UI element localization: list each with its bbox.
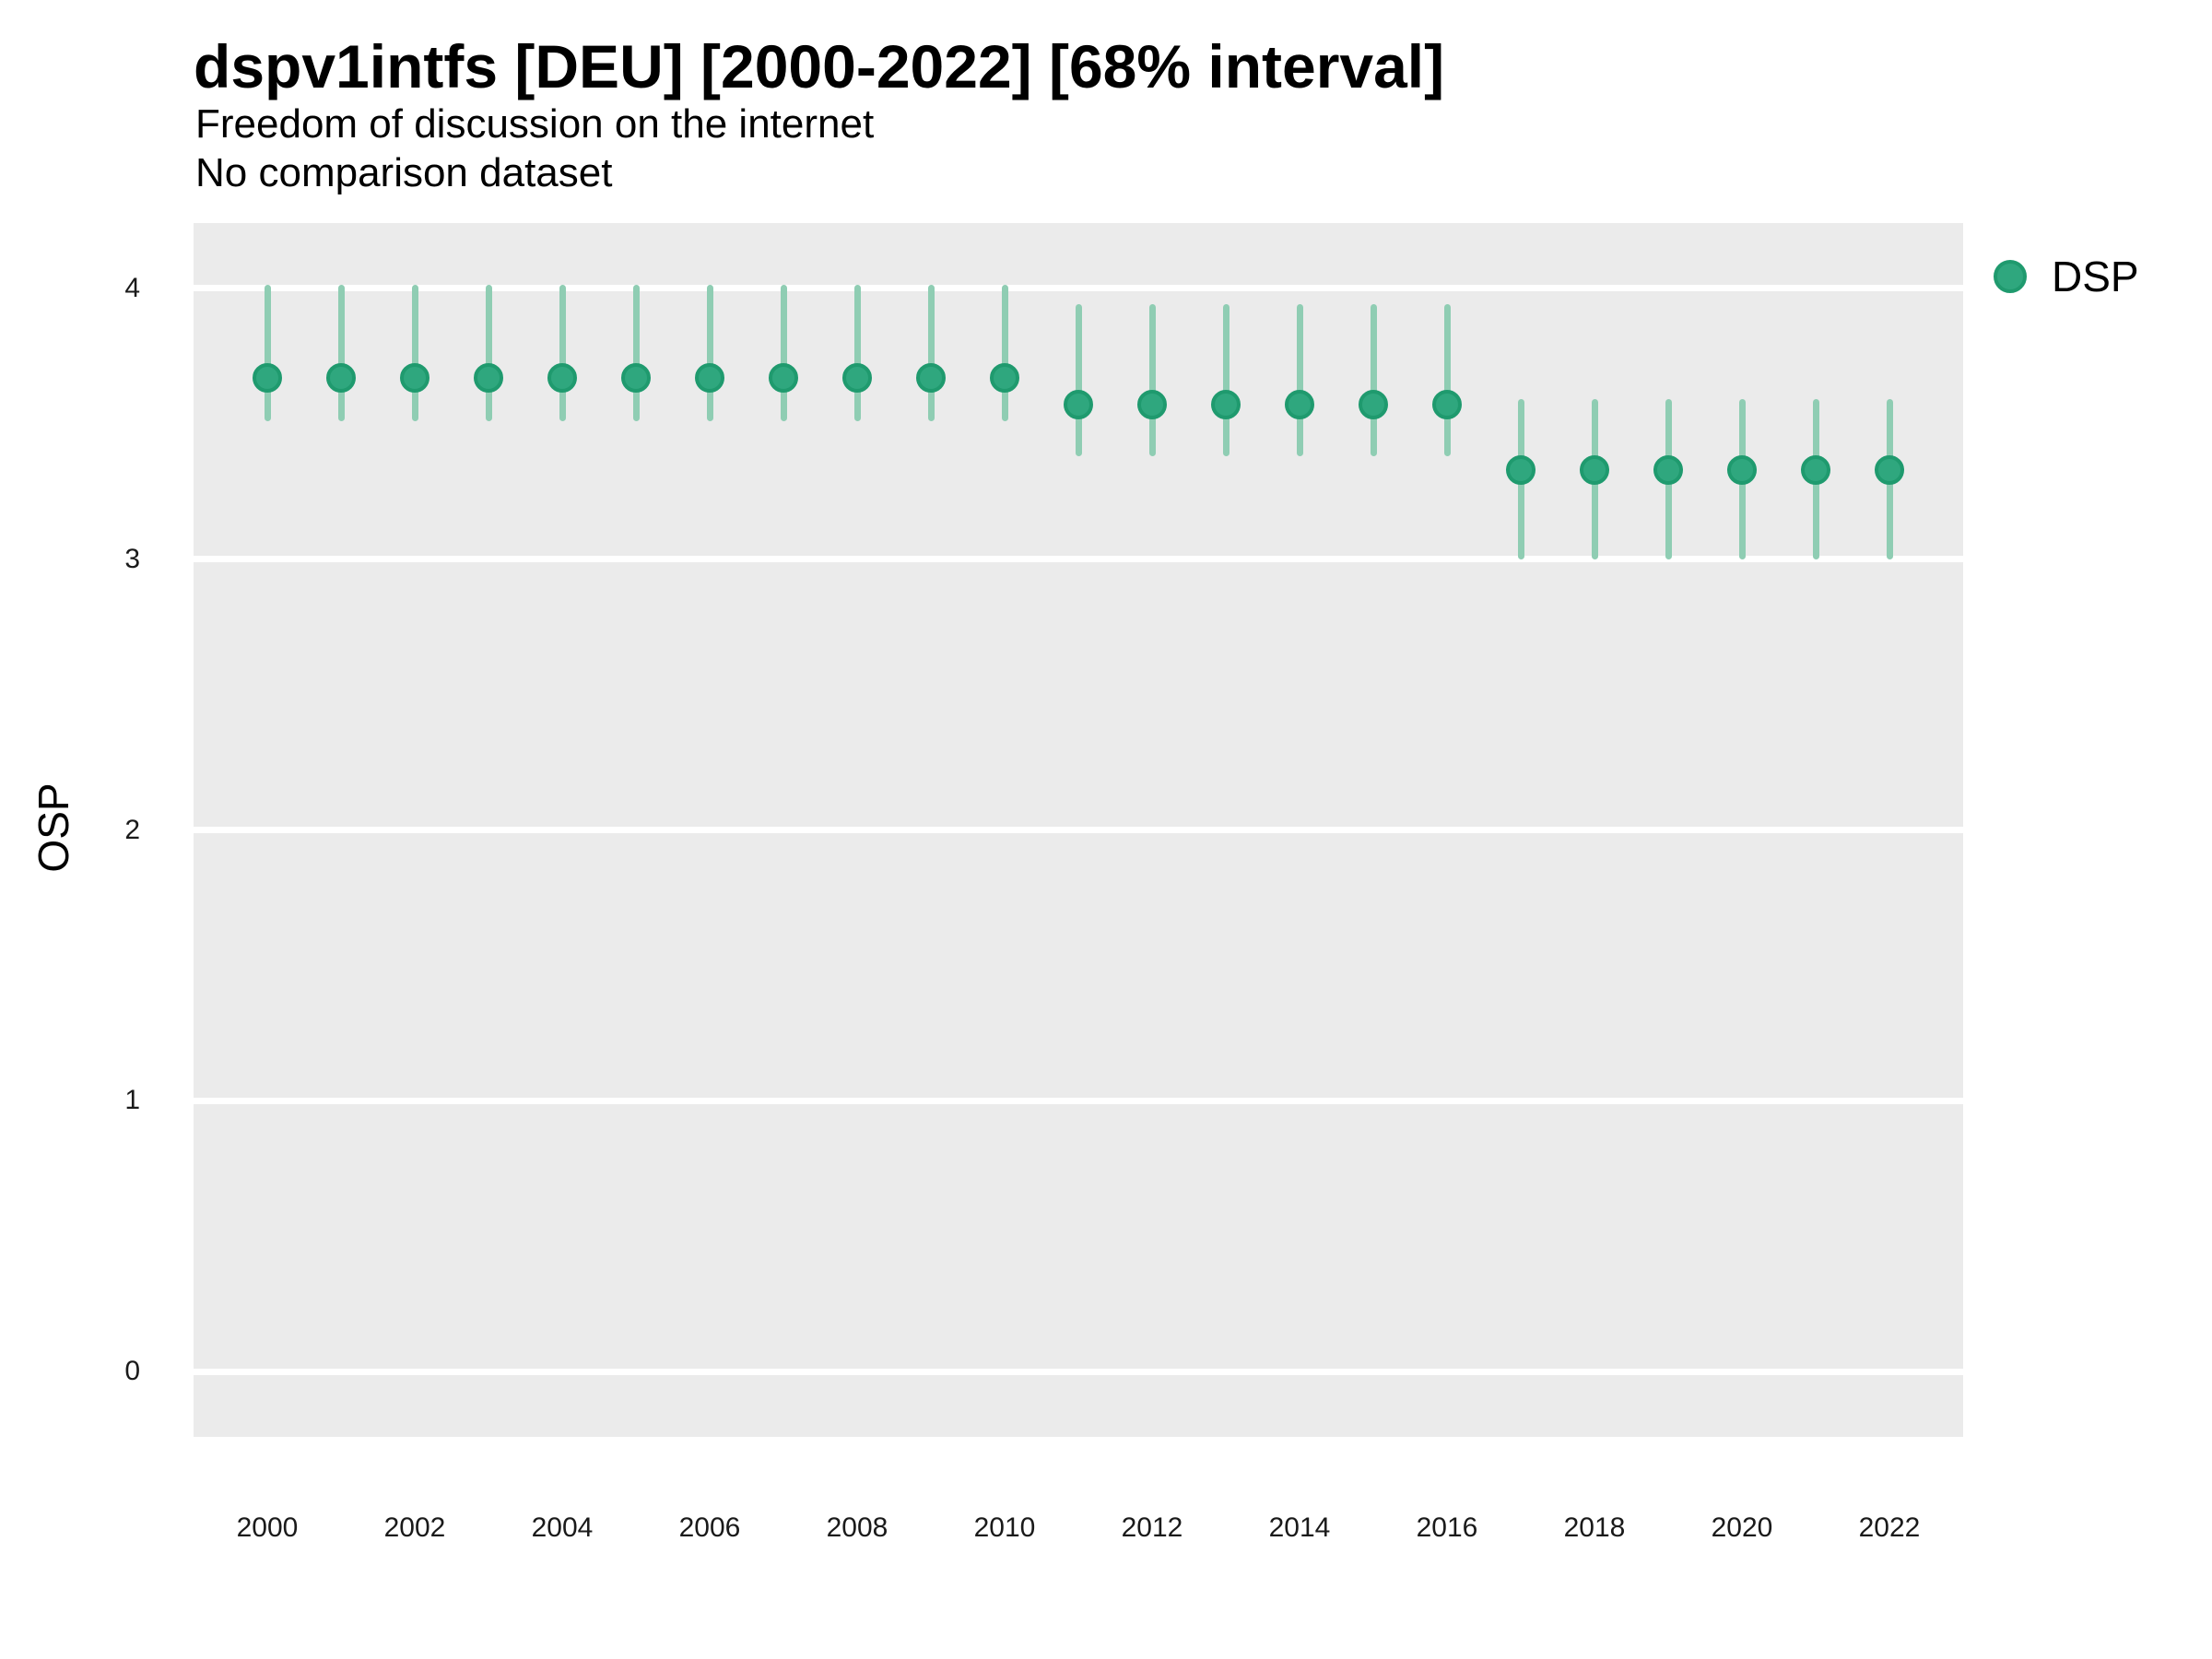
interval-bar: [927, 285, 935, 422]
chart-subtitle: Freedom of discussion on the internet: [195, 101, 875, 147]
chart-comparison-note: No comparison dataset: [195, 150, 613, 195]
data-point: [1137, 389, 1167, 419]
interval-bar: [706, 285, 713, 422]
y-tick-label: 1: [124, 1085, 140, 1116]
y-tick-label: 3: [124, 543, 140, 574]
data-point: [1285, 389, 1314, 419]
data-point: [1064, 389, 1093, 419]
data-point: [1875, 454, 1904, 485]
x-tick-label: 2010: [973, 1512, 1036, 1543]
x-tick-label: 2006: [678, 1512, 741, 1543]
data-point: [326, 362, 356, 393]
interval-bar: [632, 285, 640, 422]
interval-bar: [1001, 285, 1008, 422]
data-point: [547, 362, 577, 393]
y-tick-label: 0: [124, 1356, 140, 1387]
interval-bar: [411, 285, 418, 422]
x-tick-label: 2000: [236, 1512, 299, 1543]
gridline-y-2: [194, 827, 1963, 833]
interval-bar: [337, 285, 345, 422]
interval-bar: [1148, 303, 1156, 457]
gridline-y-4: [194, 285, 1963, 292]
interval-bar: [780, 285, 787, 422]
y-tick-label: 2: [124, 814, 140, 845]
gridline-y-3: [194, 556, 1963, 563]
data-point: [695, 362, 724, 393]
gridline-y-0: [194, 1368, 1963, 1375]
data-point: [769, 362, 798, 393]
x-tick-label: 2022: [1858, 1512, 1921, 1543]
data-point: [621, 362, 651, 393]
x-tick-label: 2004: [531, 1512, 594, 1543]
data-point: [1359, 389, 1388, 419]
interval-bar: [1075, 303, 1082, 457]
data-point: [1801, 454, 1830, 485]
data-point: [400, 362, 429, 393]
x-tick-label: 2002: [383, 1512, 446, 1543]
data-point: [253, 362, 282, 393]
interval-bar: [264, 285, 271, 422]
x-tick-label: 2012: [1121, 1512, 1183, 1543]
x-tick-label: 2016: [1416, 1512, 1478, 1543]
data-point: [842, 362, 872, 393]
y-tick-label: 4: [124, 272, 140, 303]
data-point: [916, 362, 946, 393]
interval-bar: [853, 285, 861, 422]
data-point: [990, 362, 1019, 393]
data-point: [1211, 389, 1241, 419]
legend-point-icon: [1994, 260, 2027, 293]
interval-bar: [559, 285, 566, 422]
plot-panel: [194, 223, 1963, 1437]
data-point: [1727, 454, 1757, 485]
x-tick-label: 2018: [1563, 1512, 1626, 1543]
data-point: [1653, 454, 1683, 485]
interval-bar: [485, 285, 492, 422]
x-tick-label: 2020: [1711, 1512, 1773, 1543]
data-point: [474, 362, 503, 393]
interval-bar: [1443, 303, 1451, 457]
data-point: [1432, 389, 1462, 419]
interval-bar: [1296, 303, 1303, 457]
data-point: [1506, 454, 1535, 485]
data-point: [1580, 454, 1609, 485]
interval-bar: [1370, 303, 1377, 457]
x-tick-label: 2008: [826, 1512, 888, 1543]
interval-bar: [1222, 303, 1230, 457]
gridline-y-1: [194, 1097, 1963, 1104]
chart-title: dspv1intfs [DEU] [2000-2022] [68% interv…: [194, 32, 1445, 100]
x-tick-label: 2014: [1268, 1512, 1331, 1543]
legend-label: DSP: [2052, 253, 2139, 300]
